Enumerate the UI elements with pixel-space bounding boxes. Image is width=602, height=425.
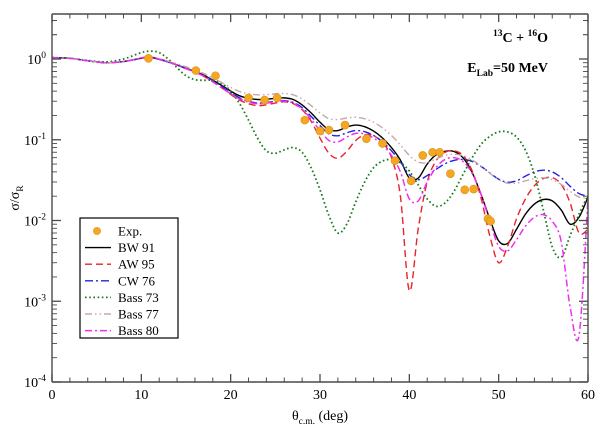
legend-label-bass73: Bass 73 [118,290,159,305]
curve-bass80 [52,55,588,342]
legend-item-bass77[interactable]: Bass 77 [85,307,159,322]
exp-data-point [272,93,282,103]
exp-data-point [191,66,201,75]
ytick-label: 10-4 [24,374,46,391]
ytick-label: 10-1 [24,132,46,149]
annotations-layer: 13C + 16O ELab=50 MeV [467,29,548,79]
exp-data-point [446,169,455,178]
exp-data-point [435,147,445,157]
legend-label-bass77: Bass 77 [118,307,159,322]
legend-item-bass73[interactable]: Bass 73 [85,290,159,305]
exp-data-point [460,185,470,195]
curve-bass77 [52,56,588,199]
legend-label-bw91: BW 91 [118,240,155,255]
legend-label-exp: Exp. [118,224,142,239]
beam-energy-label: ELab=50 MeV [467,61,548,79]
xtick-label: 50 [492,388,506,403]
exp-data-point [211,71,220,81]
exp-data-point [340,120,350,130]
axes-layer [51,13,589,383]
legend-item-bw91[interactable]: BW 91 [85,240,155,255]
exp-data-point [260,95,269,105]
legend-label-bass80: Bass 80 [118,323,159,338]
exp-data-point [428,147,437,157]
tick-labels-layer: 0 10 20 30 40 50 60 100 10-1 10-2 10-3 10-4 [24,51,595,403]
exp-data-point [324,125,334,135]
ytick-label: 100 [27,51,46,68]
xtick-label: 0 [49,388,56,403]
legend-box [79,217,179,339]
exp-data-point [315,126,325,136]
xtick-label: 10 [134,388,148,403]
xtick-label: 40 [402,388,416,403]
exp-data-point [486,216,495,226]
ytick-label: 10-3 [24,293,46,310]
legend-marker-exp [93,227,101,235]
exp-data-point [144,54,153,63]
curve-bass73 [52,50,588,259]
exp-data-point [469,184,478,194]
exp-data-point [378,139,387,148]
y-axis-title: σ/σR [8,185,26,211]
legend-label-cw76: CW 76 [118,273,155,288]
legend-item-exp[interactable]: Exp. [93,224,142,239]
x-axis-title: θc.m. (deg) [292,409,348,425]
exp-data-point [300,115,310,125]
xtick-label: 60 [581,388,595,403]
legend-item-aw95[interactable]: AW 95 [85,257,155,272]
xtick-label: 30 [313,388,327,403]
legend-item-bass80[interactable]: Bass 80 [85,323,159,338]
axis-titles-layer: θc.m. (deg) σ/σR [8,185,348,425]
exp-data-point [406,176,416,186]
legend-label-aw95: AW 95 [118,257,155,272]
xtick-label: 20 [224,388,238,403]
legend-item-cw76[interactable]: CW 76 [85,273,155,288]
exp-data-point [390,156,400,166]
curve-cw76 [52,56,588,197]
exp-data-point [362,134,371,144]
reaction-system-label: 13C + 16O [493,29,548,46]
ytick-label: 10-2 [24,213,46,230]
experimental-points-layer [144,54,495,226]
exp-data-point [244,93,253,103]
exp-data-point [418,151,428,160]
data-curves-layer [52,50,588,342]
